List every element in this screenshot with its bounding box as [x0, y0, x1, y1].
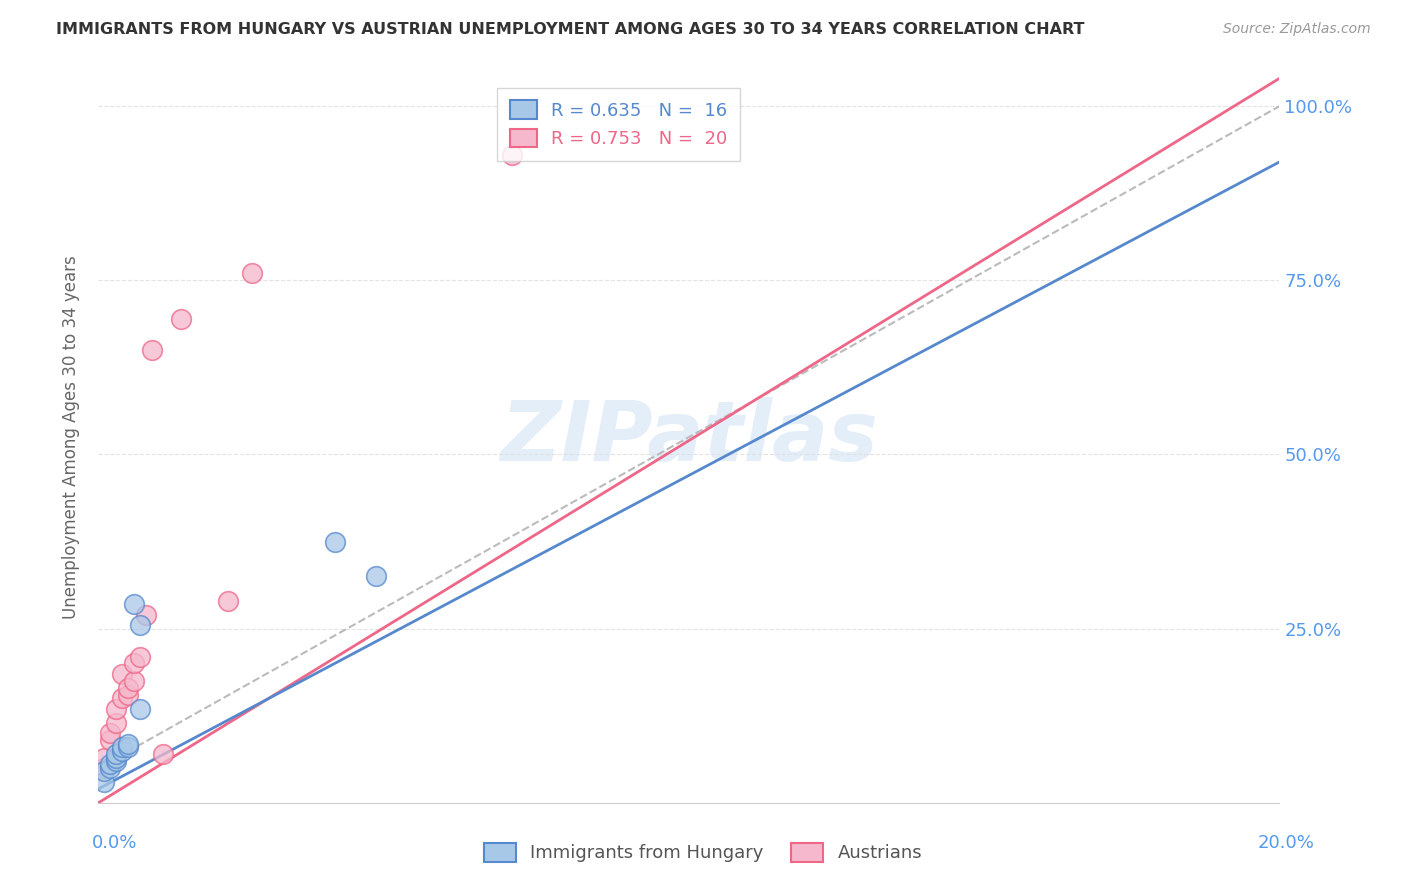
Point — [117, 737, 139, 751]
Point — [105, 747, 128, 761]
Point — [98, 761, 121, 775]
Point — [240, 266, 263, 280]
Point — [111, 743, 134, 757]
Point — [111, 691, 134, 706]
Point — [501, 148, 523, 162]
Legend: R = 0.635   N =  16, R = 0.753   N =  20: R = 0.635 N = 16, R = 0.753 N = 20 — [498, 87, 740, 161]
Point — [128, 618, 150, 632]
Text: 0.0%: 0.0% — [91, 834, 136, 852]
Point — [93, 750, 115, 764]
Text: IMMIGRANTS FROM HUNGARY VS AUSTRIAN UNEMPLOYMENT AMONG AGES 30 TO 34 YEARS CORRE: IMMIGRANTS FROM HUNGARY VS AUSTRIAN UNEM… — [56, 22, 1085, 37]
Text: ZIPatlas: ZIPatlas — [501, 397, 877, 477]
Point — [128, 649, 150, 664]
Point — [98, 733, 121, 747]
Point — [141, 343, 163, 357]
Point — [122, 673, 145, 688]
Point — [105, 702, 128, 716]
Point — [105, 754, 128, 768]
Y-axis label: Unemployment Among Ages 30 to 34 years: Unemployment Among Ages 30 to 34 years — [62, 255, 80, 619]
Point — [117, 681, 139, 695]
Point — [170, 311, 193, 326]
Point — [152, 747, 174, 761]
Point — [98, 757, 121, 772]
Point — [364, 569, 387, 583]
Text: 20.0%: 20.0% — [1258, 834, 1315, 852]
Point — [93, 775, 115, 789]
Point — [128, 702, 150, 716]
Point — [217, 594, 239, 608]
Point — [93, 764, 115, 779]
Point — [323, 534, 346, 549]
Point — [117, 740, 139, 755]
Point — [122, 597, 145, 611]
Point — [105, 750, 128, 764]
Point — [117, 688, 139, 702]
Point — [111, 740, 134, 755]
Point — [98, 726, 121, 740]
Point — [111, 667, 134, 681]
Point — [105, 715, 128, 730]
Point — [135, 607, 157, 622]
Point — [122, 657, 145, 671]
Point — [93, 761, 115, 775]
Legend: Immigrants from Hungary, Austrians: Immigrants from Hungary, Austrians — [477, 836, 929, 870]
Text: Source: ZipAtlas.com: Source: ZipAtlas.com — [1223, 22, 1371, 37]
